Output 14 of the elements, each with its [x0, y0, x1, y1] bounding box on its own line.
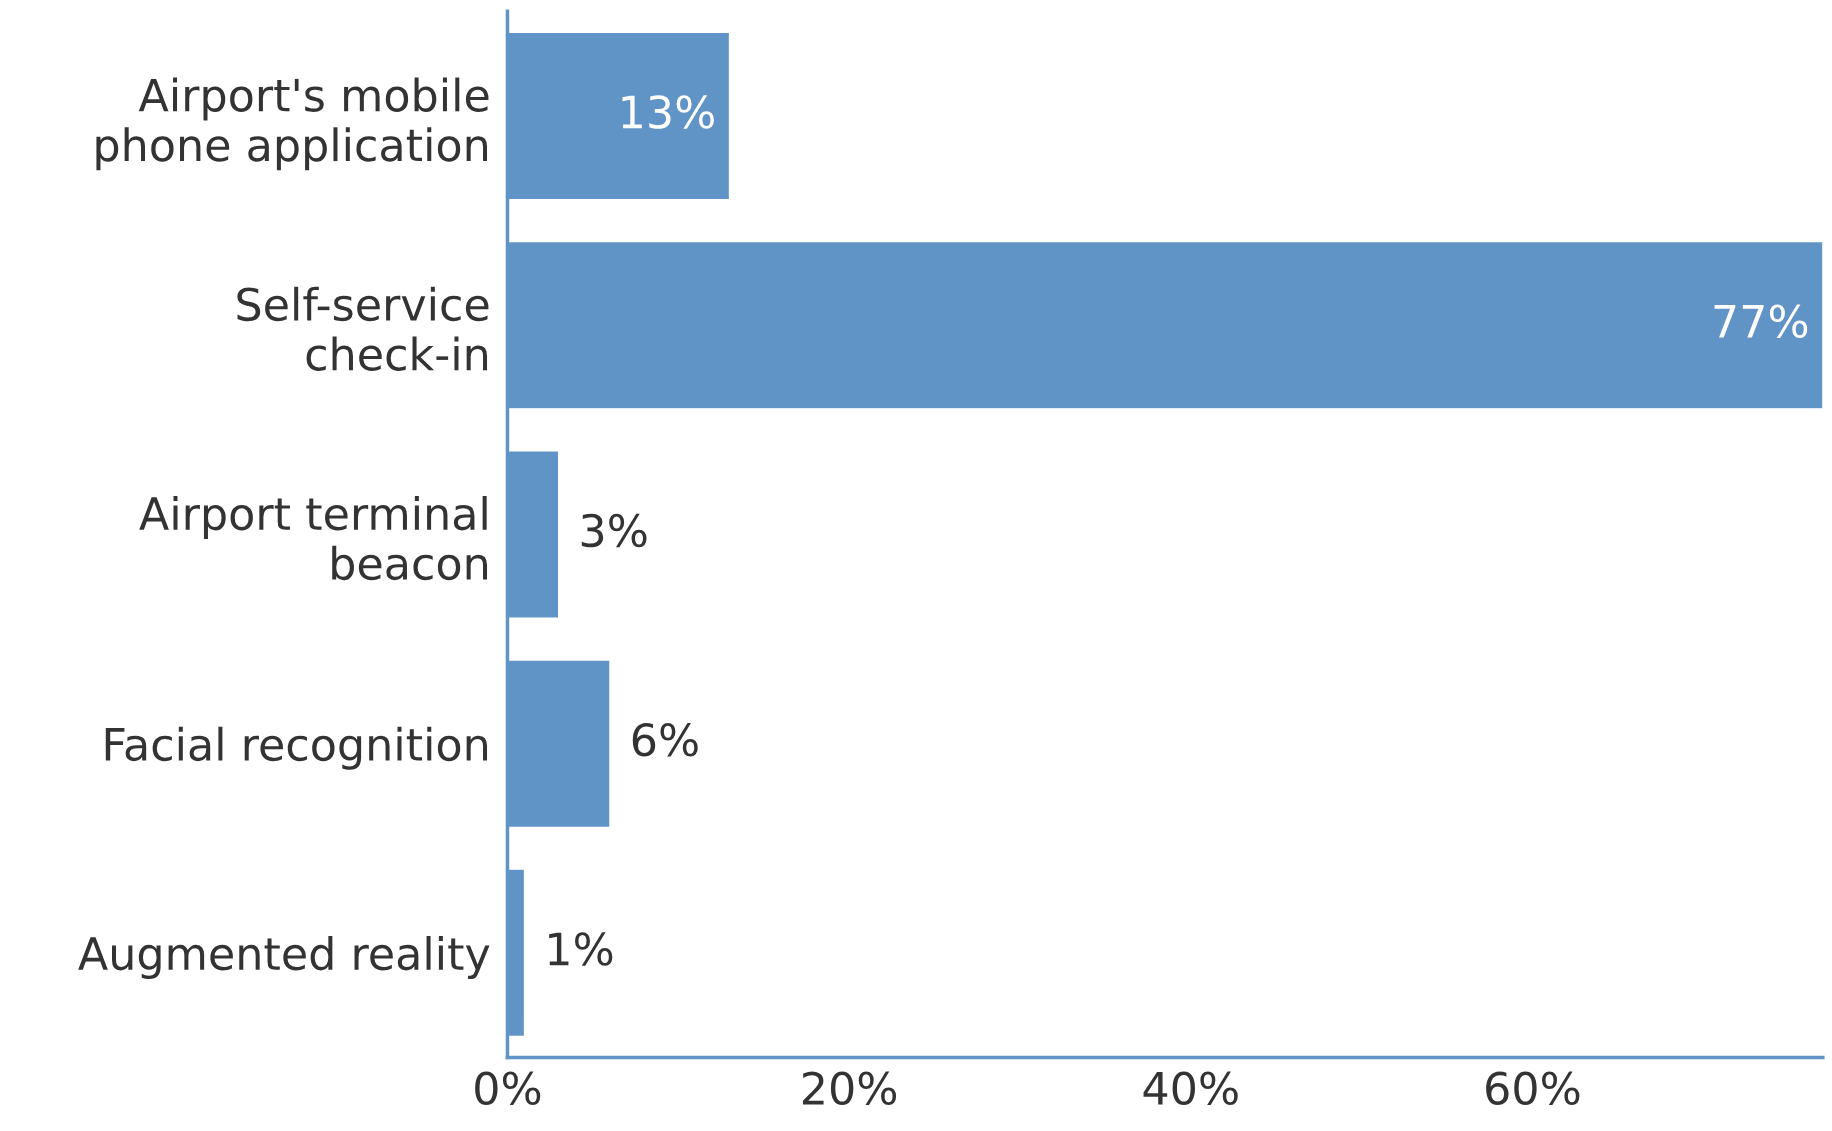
y-tick-label: Airport terminal beacon [139, 496, 488, 581]
data-label: 1% [549, 932, 613, 966]
x-tick-label: 0% [475, 1071, 541, 1106]
data-label: 6% [632, 722, 698, 757]
y-tick-label: Facial recognition [105, 726, 488, 770]
data-label: 13% [622, 95, 714, 129]
y-tick-label: Augmented reality [78, 935, 490, 979]
x-tick-label: 20% [802, 1071, 897, 1106]
x-tick-label: 60% [1486, 1071, 1580, 1106]
x-tick-label: 40% [1143, 1071, 1238, 1106]
y-tick-label: Airport's mobile phone application [96, 77, 489, 171]
data-label: 77% [1714, 304, 1808, 339]
y-tick-label: Self-service check-in [237, 286, 489, 371]
data-label: 3% [581, 513, 647, 548]
